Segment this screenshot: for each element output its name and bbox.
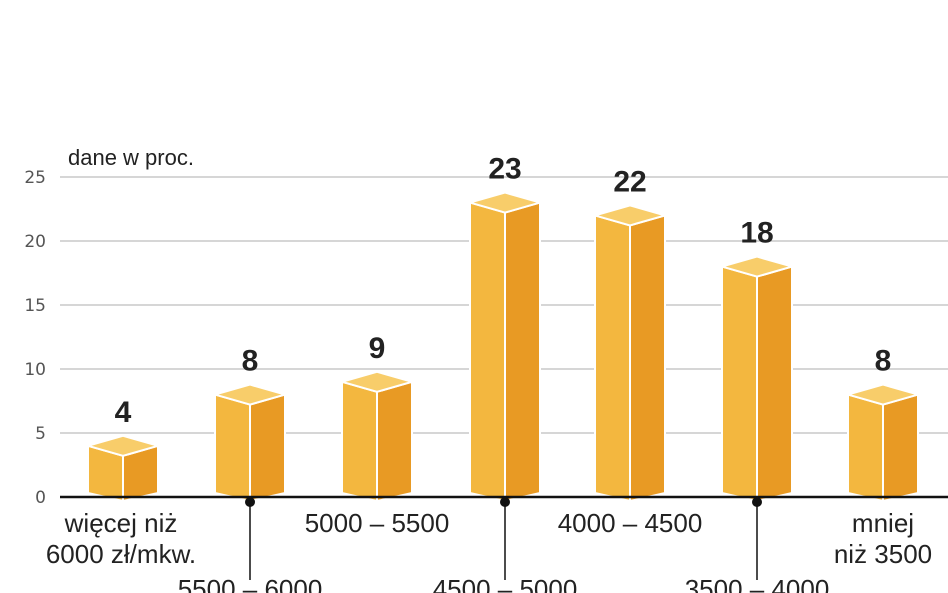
category-label: 5000 – 5500: [305, 508, 450, 538]
bar-top-face: [341, 370, 413, 393]
value-label: 22: [613, 165, 646, 198]
category-4: 4500 – 5000: [433, 497, 578, 593]
bar-front-face: [847, 393, 884, 502]
category-label: 3500 – 4000: [685, 574, 830, 593]
bar-side-face: [249, 393, 286, 502]
bar-top-face: [594, 204, 666, 227]
category-6: 3500 – 4000: [685, 497, 830, 593]
category-label: niż 3500: [834, 539, 932, 569]
bar-top-face: [87, 434, 159, 457]
bar-top-face: [721, 255, 793, 278]
bar-top-face: [469, 191, 541, 214]
bar-top-face: [214, 383, 286, 406]
category-label: 6000 zł/mkw.: [46, 539, 196, 569]
y-tick-10: 10: [24, 360, 46, 380]
y-tick-labels: 0 5 10 15 20 25: [24, 168, 46, 508]
category-label: mniej: [852, 508, 914, 538]
y-axis-label: dane w proc.: [68, 145, 194, 170]
category-3: 5000 – 5500: [305, 508, 450, 538]
category-label: więcej niż: [64, 508, 178, 538]
bar-7: 8: [847, 345, 919, 502]
bar-side-face: [376, 380, 413, 502]
bar-3: 9: [341, 332, 413, 502]
value-label: 9: [369, 332, 386, 365]
value-label: 8: [875, 345, 892, 378]
bar-front-face: [469, 201, 506, 502]
category-label: 5500 – 6000: [178, 574, 323, 593]
bar-front-face: [721, 265, 758, 502]
bar-front-face: [594, 214, 631, 502]
category-label: 4000 – 4500: [558, 508, 703, 538]
category-label: 4500 – 5000: [433, 574, 578, 593]
bars: 4 8 9 23 22 18 8: [87, 153, 919, 502]
y-tick-20: 20: [24, 232, 46, 252]
y-tick-5: 5: [35, 424, 46, 444]
category-5: 4000 – 4500: [558, 508, 703, 538]
bar-top-face: [847, 383, 919, 406]
bar-4: 23: [469, 153, 541, 502]
y-tick-0: 0: [35, 488, 46, 508]
bar-front-face: [214, 393, 251, 502]
bar-2: 8: [214, 345, 286, 502]
bar-6: 18: [721, 217, 793, 502]
value-label: 8: [242, 345, 259, 378]
bar-front-face: [341, 380, 378, 502]
bar-side-face: [882, 393, 919, 502]
category-2: 5500 – 6000: [178, 497, 323, 593]
bar-side-face: [629, 214, 666, 502]
bar-side-face: [504, 201, 541, 502]
bar-5: 22: [594, 165, 666, 502]
y-tick-15: 15: [24, 296, 46, 316]
y-tick-25: 25: [24, 168, 46, 188]
bar-1: 4: [87, 396, 159, 502]
value-label: 4: [115, 396, 132, 429]
value-label: 23: [488, 153, 521, 186]
value-label: 18: [740, 217, 773, 250]
bar-side-face: [756, 265, 793, 502]
